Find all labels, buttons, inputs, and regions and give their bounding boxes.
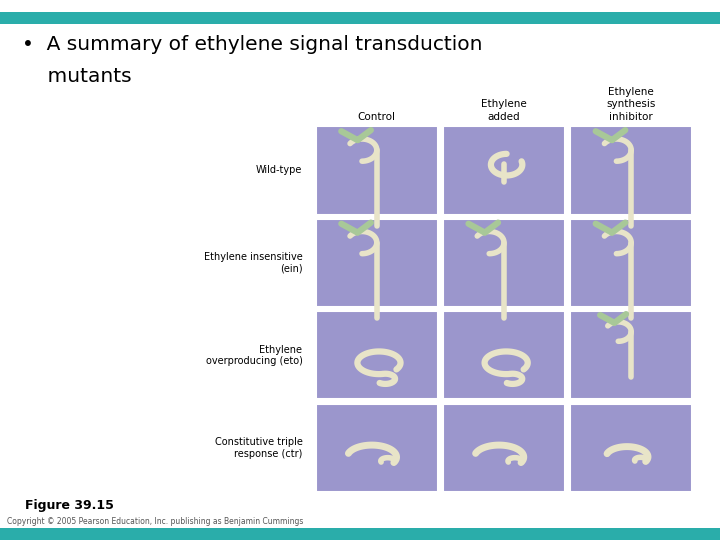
FancyBboxPatch shape	[444, 126, 564, 214]
FancyBboxPatch shape	[570, 311, 692, 400]
FancyBboxPatch shape	[444, 219, 564, 307]
Text: •  A summary of ethylene signal transduction: • A summary of ethylene signal transduct…	[22, 35, 482, 54]
FancyBboxPatch shape	[444, 311, 564, 400]
Text: Constitutive triple
response (ctr): Constitutive triple response (ctr)	[215, 437, 302, 458]
FancyBboxPatch shape	[570, 404, 692, 492]
Text: Figure 39.15: Figure 39.15	[25, 500, 114, 512]
FancyBboxPatch shape	[316, 311, 438, 400]
Text: Wild-type: Wild-type	[256, 165, 302, 176]
FancyBboxPatch shape	[316, 126, 438, 214]
Text: mutants: mutants	[22, 68, 131, 86]
FancyBboxPatch shape	[570, 126, 692, 214]
Text: Ethylene insensitive
(ein): Ethylene insensitive (ein)	[204, 252, 302, 274]
FancyBboxPatch shape	[316, 219, 438, 307]
Text: Ethylene
added: Ethylene added	[481, 99, 527, 122]
Text: Ethylene
overproducing (eto): Ethylene overproducing (eto)	[205, 345, 302, 366]
Text: Copyright © 2005 Pearson Education, Inc. publishing as Benjamin Cummings: Copyright © 2005 Pearson Education, Inc.…	[7, 517, 304, 526]
Text: Ethylene
synthesis
inhibitor: Ethylene synthesis inhibitor	[606, 87, 656, 122]
FancyBboxPatch shape	[444, 404, 564, 492]
Text: Control: Control	[358, 111, 396, 122]
FancyBboxPatch shape	[316, 404, 438, 492]
FancyBboxPatch shape	[570, 219, 692, 307]
FancyBboxPatch shape	[0, 528, 720, 540]
FancyBboxPatch shape	[0, 12, 720, 24]
